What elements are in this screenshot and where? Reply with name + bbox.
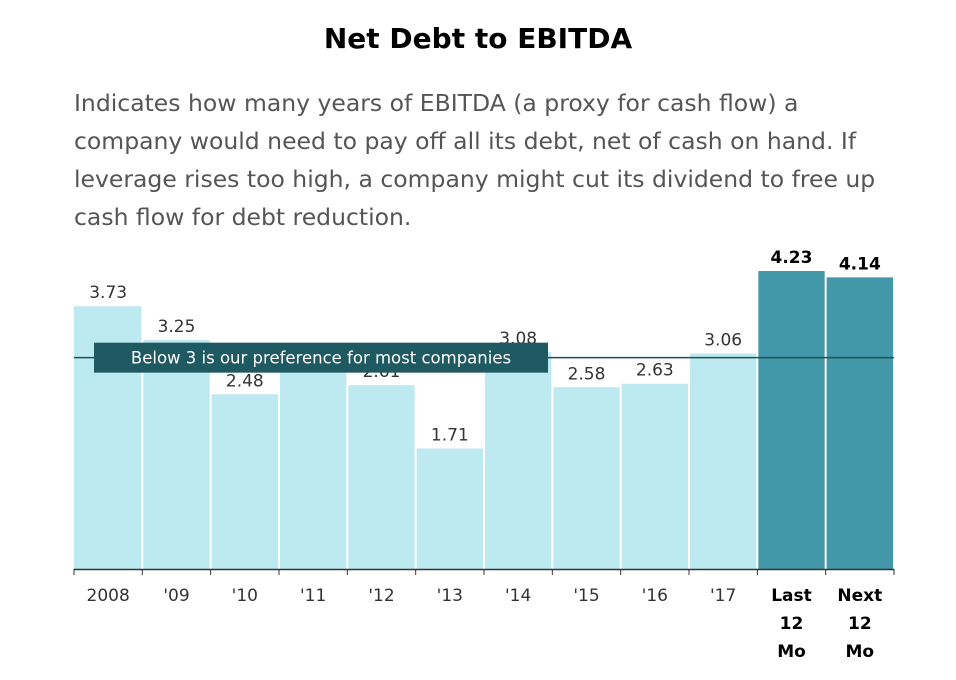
x-tick-label-9: '17 [710, 586, 736, 606]
data-label-7: 2.58 [568, 364, 606, 384]
data-label-0: 3.73 [89, 283, 127, 303]
x-tick-label-10: Last 12 Mo [771, 586, 812, 662]
data-label-10: 4.23 [771, 248, 813, 268]
x-tick-label-4: '12 [368, 586, 394, 606]
annotation-box [94, 342, 548, 373]
chart-title: Net Debt to EBITDA [323, 22, 633, 55]
bar-2 [211, 394, 278, 569]
x-tick-label-2: '10 [232, 586, 258, 606]
data-label-5: 1.71 [431, 426, 469, 446]
data-label-9: 3.06 [704, 330, 742, 350]
data-label-8: 2.63 [636, 361, 674, 381]
x-tick-label-8: '16 [642, 586, 668, 606]
bar-7 [553, 387, 620, 569]
bar-11 [826, 277, 893, 569]
x-tick-label-1: '09 [163, 586, 189, 606]
bar-10 [758, 271, 825, 569]
bar-6 [485, 352, 552, 569]
data-label-11: 4.14 [839, 254, 881, 274]
chart-subtitle: Indicates how many years of EBITDA (a pr… [74, 89, 876, 231]
bar-5 [416, 448, 483, 569]
data-label-1: 3.25 [158, 317, 196, 337]
x-tick-label-5: '13 [437, 586, 463, 606]
x-tick-label-11: Next 12 Mo [837, 586, 882, 662]
x-tick-label-0: 2008 [87, 586, 130, 606]
annotation-label: Below 3 is our preference for most compa… [131, 349, 511, 368]
data-label-2: 2.48 [226, 371, 264, 391]
x-tick-label-7: '15 [573, 586, 599, 606]
bar-1 [143, 340, 210, 569]
x-tick-label-3: '11 [300, 586, 326, 606]
bar-9 [690, 353, 757, 569]
bar-3 [280, 366, 347, 569]
bar-8 [621, 383, 688, 569]
bar-4 [348, 385, 415, 569]
x-tick-label-6: '14 [505, 586, 531, 606]
